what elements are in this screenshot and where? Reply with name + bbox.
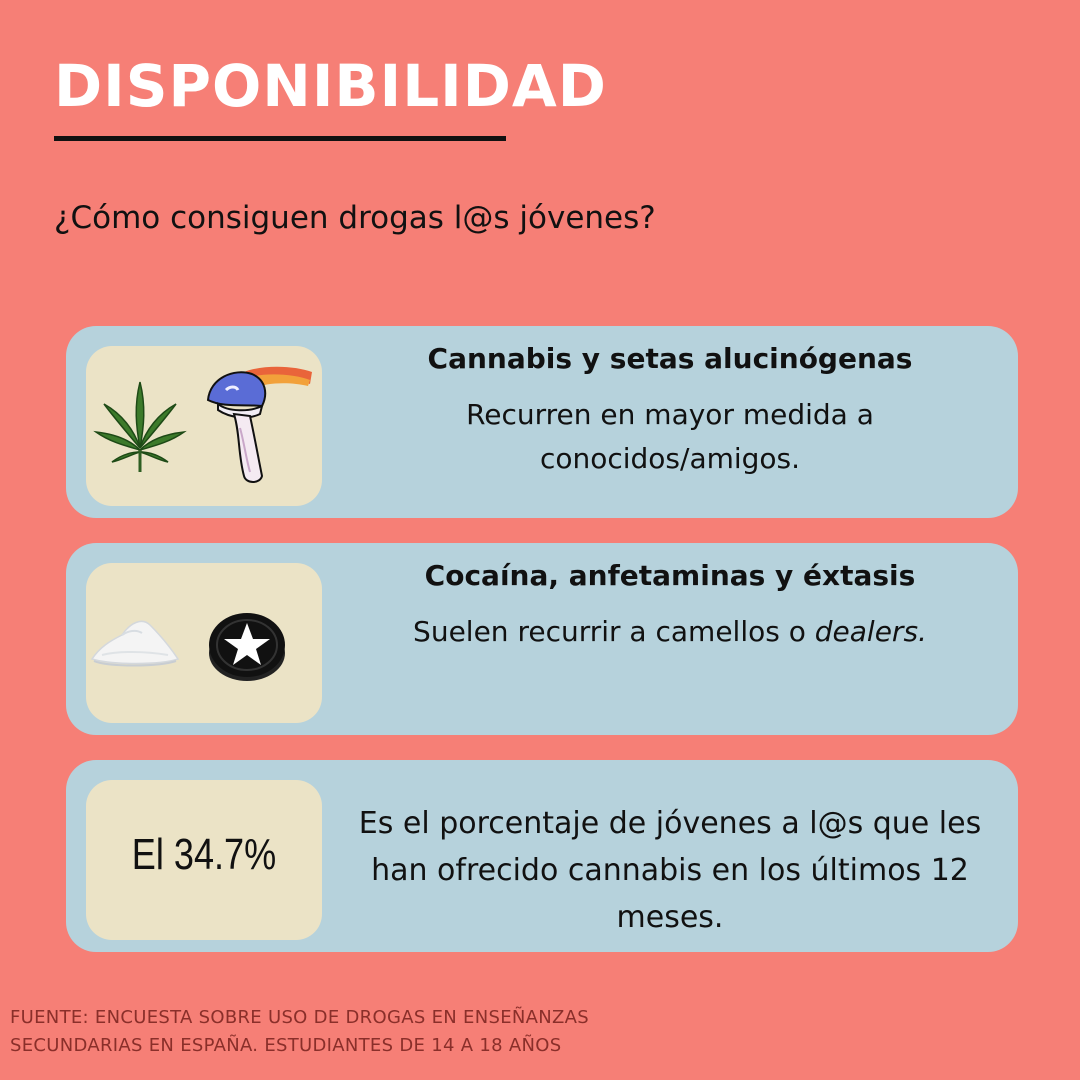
powder-pile-icon (90, 620, 180, 667)
card-text: Suelen recurrir a camellos o dealers. (342, 610, 998, 654)
card-body-cannabis: Cannabis y setas alucinógenas Recurren e… (342, 326, 998, 518)
card-cocaine-amphetamines: Cocaína, anfetaminas y éxtasis Suelen re… (66, 543, 1018, 735)
card-cannabis-mushrooms: Cannabis y setas alucinógenas Recurren e… (66, 326, 1018, 518)
icon-box-cocaine-amphetamines (86, 563, 322, 723)
question-text: ¿Cómo consiguen drogas l@s jóvenes? (54, 200, 656, 236)
footer-line-1: FUENTE: ENCUESTA SOBRE USO DE DROGAS EN … (10, 1007, 589, 1028)
star-pill-icon (209, 613, 285, 681)
stat-value-box: El 34.7% (86, 780, 322, 940)
card-heading: Cocaína, anfetaminas y éxtasis (424, 559, 916, 592)
source-footer: FUENTE: ENCUESTA SOBRE USO DE DROGAS EN … (10, 1004, 589, 1060)
mushroom-icon (206, 366, 312, 483)
stat-value: El 34.7% (131, 830, 277, 879)
card-body-cocaine: Cocaína, anfetaminas y éxtasis Suelen re… (342, 543, 998, 735)
footer-line-2: SECUNDARIAS EN ESPAÑA. ESTUDIANTES DE 14… (10, 1035, 562, 1056)
cannabis-leaf-icon (93, 381, 187, 472)
stat-description: Es el porcentaje de jóvenes a l@s que le… (358, 806, 982, 935)
card-text: Recurren en mayor medida a conocidos/ami… (466, 398, 874, 475)
card-text-emphasis: dealers. (814, 615, 927, 648)
title-underline (54, 136, 506, 141)
card-heading: Cannabis y setas alucinógenas (427, 342, 913, 375)
card-statistic: El 34.7% Es el porcentaje de jóvenes a l… (66, 760, 1018, 952)
card-text-main: Suelen recurrir a camellos o (413, 615, 815, 648)
icon-box-cannabis-mushrooms (86, 346, 322, 506)
page-title: DISPONIBILIDAD (54, 52, 607, 120)
